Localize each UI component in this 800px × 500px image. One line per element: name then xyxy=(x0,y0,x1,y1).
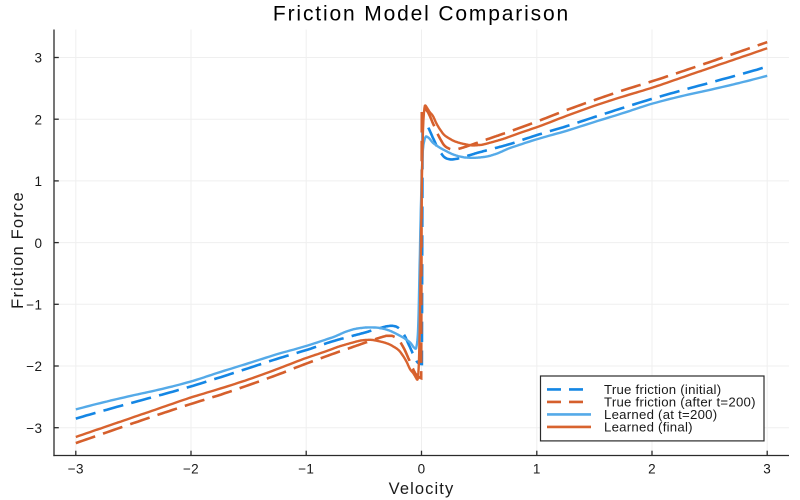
svg-text:−2: −2 xyxy=(183,462,199,477)
svg-text:Learned (at t=200): Learned (at t=200) xyxy=(604,407,717,422)
svg-text:1: 1 xyxy=(34,174,42,189)
svg-text:Friction Model Comparison: Friction Model Comparison xyxy=(273,3,570,26)
svg-text:−2: −2 xyxy=(26,359,42,374)
svg-text:−3: −3 xyxy=(68,462,84,477)
svg-text:True friction (initial): True friction (initial) xyxy=(604,382,721,397)
svg-text:True friction (after t=200): True friction (after t=200) xyxy=(604,395,756,410)
svg-text:Velocity: Velocity xyxy=(389,480,455,498)
svg-text:−1: −1 xyxy=(298,462,314,477)
svg-text:2: 2 xyxy=(34,112,42,127)
svg-text:1: 1 xyxy=(533,462,541,477)
svg-text:0: 0 xyxy=(418,462,426,477)
svg-text:2: 2 xyxy=(648,462,656,477)
svg-text:0: 0 xyxy=(34,236,42,251)
svg-text:Friction Force: Friction Force xyxy=(9,191,27,309)
svg-text:−1: −1 xyxy=(26,298,42,313)
svg-text:3: 3 xyxy=(34,51,42,66)
svg-text:Learned (final): Learned (final) xyxy=(604,420,693,435)
svg-text:3: 3 xyxy=(763,462,771,477)
svg-text:−3: −3 xyxy=(26,421,42,436)
